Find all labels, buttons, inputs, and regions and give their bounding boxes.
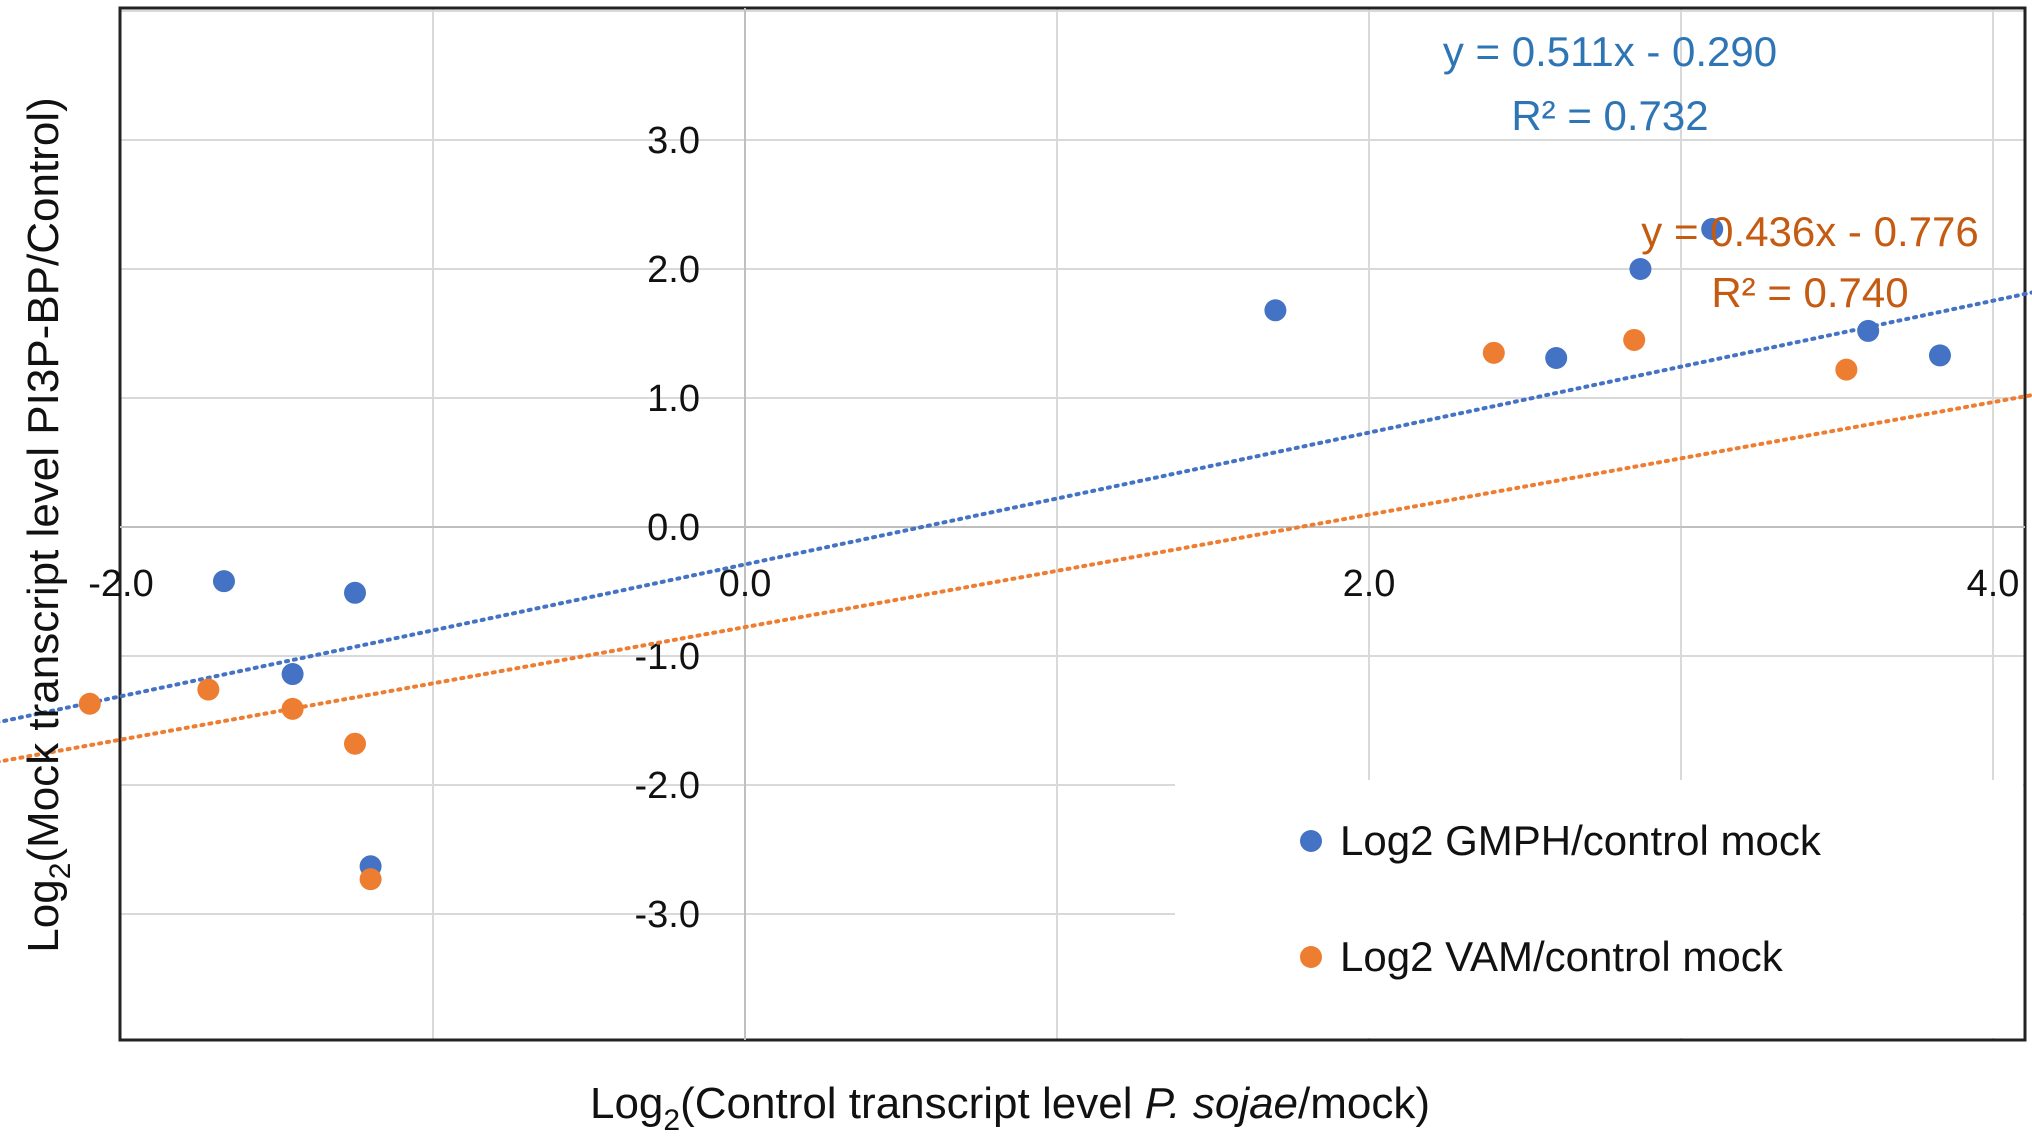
y-tick-label: 0.0 <box>647 507 700 549</box>
y-tick-label: -3.0 <box>635 894 700 936</box>
y-tick-label: -2.0 <box>635 765 700 807</box>
legend-marker-vam <box>1300 946 1322 968</box>
point-gmph <box>344 581 366 604</box>
trendline-gmph <box>0 290 2032 724</box>
x-axis-title: Log2(Control transcript level P. sojae/m… <box>590 1079 1430 1137</box>
y-axis-title: Log2(Mock transcript level PI3P-BP/Contr… <box>19 97 77 952</box>
point-vam <box>359 868 382 891</box>
x-tick-label: -2.0 <box>88 563 153 605</box>
point-gmph <box>1857 319 1880 342</box>
point-vam <box>1482 341 1505 364</box>
point-gmph <box>1264 299 1287 322</box>
point-gmph <box>212 570 235 593</box>
point-vam <box>281 697 304 720</box>
legend-label-vam: Log2 VAM/control mock <box>1340 933 1784 980</box>
point-gmph <box>1701 218 1724 241</box>
plot-frame <box>118 6 2027 1042</box>
point-gmph <box>281 663 304 686</box>
y-tick-label: 3.0 <box>647 120 700 162</box>
point-vam <box>344 732 366 755</box>
point-vam <box>1835 358 1858 381</box>
point-gmph <box>1928 344 1951 367</box>
gridlines <box>120 8 2025 1040</box>
point-vam <box>1623 328 1646 351</box>
legend-marker-gmph <box>1300 830 1322 852</box>
r2-vam: R² = 0.740 <box>1711 269 1908 316</box>
point-vam <box>78 692 101 715</box>
point-vam <box>197 678 220 701</box>
r2-gmph: R² = 0.732 <box>1511 92 1708 139</box>
y-tick-label: 1.0 <box>647 378 700 420</box>
y-tick-label: 2.0 <box>647 249 700 291</box>
legend-background <box>1175 780 2023 1038</box>
x-tick-label: 4.0 <box>1967 563 2020 605</box>
point-gmph <box>1629 258 1652 280</box>
data-points <box>78 218 1951 891</box>
legend: Log2 GMPH/control mock Log2 VAM/control … <box>1175 780 2023 1038</box>
y-tick-labels: 3.02.01.00.0-1.0-2.0-3.0 <box>635 120 700 936</box>
x-tick-labels: -4.0-2.00.02.04.06.08.0 <box>88 563 2020 605</box>
legend-label-gmph: Log2 GMPH/control mock <box>1340 817 1822 864</box>
x-tick-label: 2.0 <box>1343 563 1396 605</box>
trendlines <box>0 290 2032 764</box>
point-gmph <box>1545 347 1568 370</box>
equation-vam: y = 0.436x - 0.776 <box>1641 208 1978 255</box>
trendline-vam <box>0 393 2032 764</box>
equation-gmph: y = 0.511x - 0.290 <box>1443 28 1777 75</box>
